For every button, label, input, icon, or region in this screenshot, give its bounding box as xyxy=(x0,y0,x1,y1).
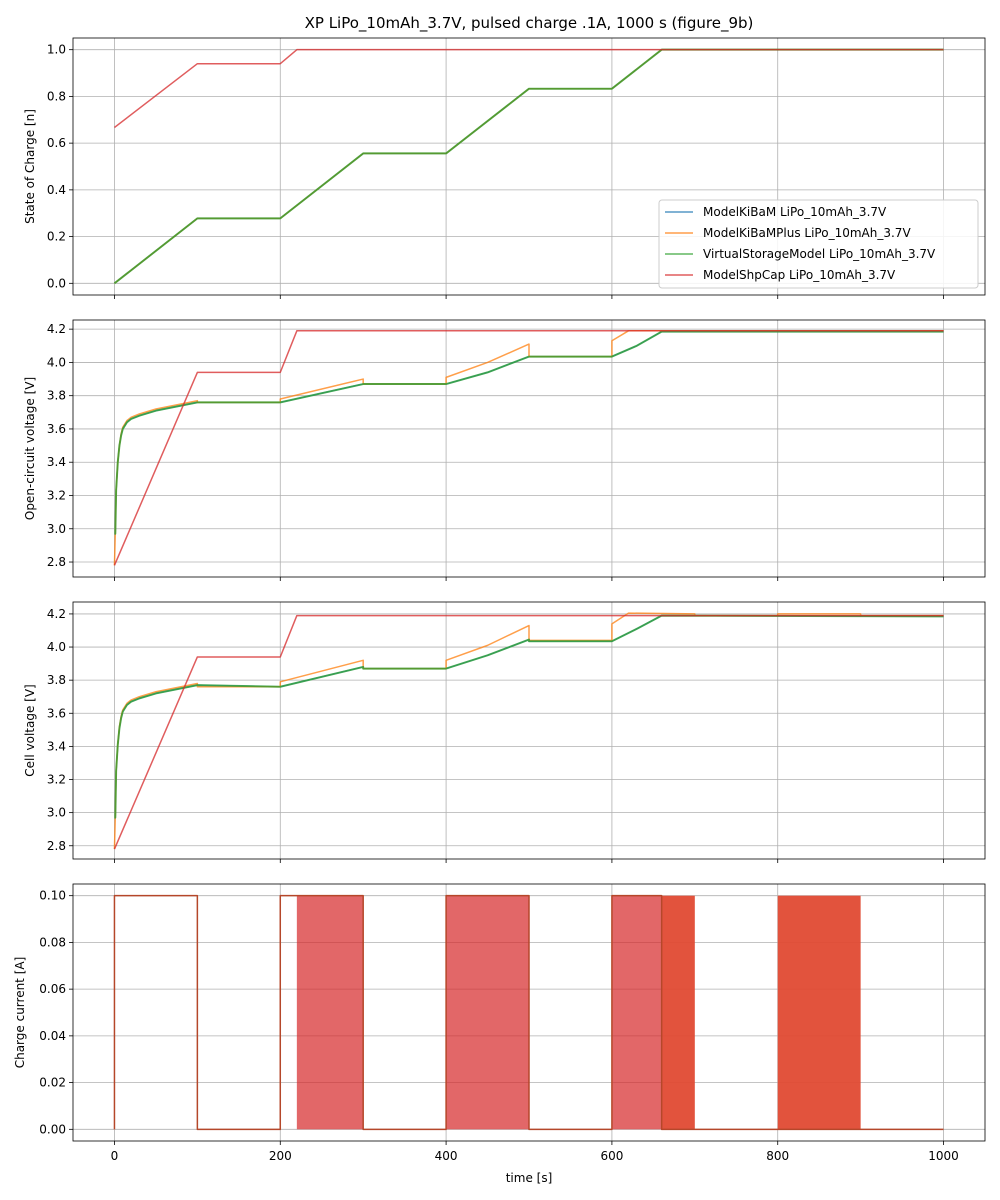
axes-frame xyxy=(72,883,986,1142)
y-tick-label: 0.0 xyxy=(47,276,66,290)
legend-entry: VirtualStorageModel LiPo_10mAh_3.7V xyxy=(703,247,936,261)
series-line-ModelKiBaM xyxy=(114,614,944,819)
legend-entry: ModelKiBaMPlus LiPo_10mAh_3.7V xyxy=(703,226,911,240)
y-axis-label: Cell voltage [V] xyxy=(23,684,37,776)
subplot-4: 0.00 0.02 0.04 0.06 0.08 0.10 Charge current [… xyxy=(13,883,986,1185)
y-tick-label: 4.0 xyxy=(47,640,66,654)
series-line-VirtualStorageModel xyxy=(114,614,944,819)
y-tick-label: 3.2 xyxy=(47,488,66,502)
series-line-ModelShpCap xyxy=(113,614,944,850)
y-tick-label: 4.2 xyxy=(47,607,66,621)
x-tick-label: 400 xyxy=(435,1149,458,1163)
series-line-ModelKiBaMPlus xyxy=(113,612,944,850)
x-axis-label: time [s] xyxy=(506,1171,553,1185)
y-tick-label: 0.8 xyxy=(47,89,66,103)
x-tick-label: 0 xyxy=(111,1149,119,1163)
pulsed-region-bar xyxy=(296,895,364,1130)
y-tick-label: 4.2 xyxy=(47,322,66,336)
y-tick-label: 0.02 xyxy=(39,1076,66,1090)
series-line-ModelShpCap xyxy=(113,330,944,566)
y-tick-label: 2.8 xyxy=(47,555,66,569)
series-line-ModelShpCap xyxy=(113,48,944,129)
y-tick-label: 0.06 xyxy=(39,982,66,996)
legend-entry: ModelShpCap LiPo_10mAh_3.7V xyxy=(703,268,896,282)
series-line-ModelKiBaMPlus xyxy=(113,330,944,566)
y-tick-label: 0.2 xyxy=(47,230,66,244)
y-tick-label: 3.2 xyxy=(47,773,66,787)
x-tick-label: 800 xyxy=(766,1149,789,1163)
series-line-overlap_line xyxy=(113,894,944,1131)
y-tick-label: 0.04 xyxy=(39,1029,66,1043)
y-tick-label: 3.0 xyxy=(47,806,66,820)
y-tick-label: 3.0 xyxy=(47,522,66,536)
y-tick-label: 3.4 xyxy=(47,739,66,753)
series-line-VirtualStorageModel xyxy=(114,330,944,535)
y-tick-label: 2.8 xyxy=(47,839,66,853)
y-axis-label: Charge current [A] xyxy=(13,957,27,1069)
x-tick-label: 600 xyxy=(600,1149,623,1163)
pulsed-region-bar xyxy=(611,895,662,1130)
y-tick-label: 3.8 xyxy=(47,673,66,687)
y-tick-label: 3.6 xyxy=(47,706,66,720)
legend-entry: ModelKiBaM LiPo_10mAh_3.7V xyxy=(703,205,887,219)
y-tick-label: 1.0 xyxy=(47,43,66,57)
y-axis-label: State of Charge [n] xyxy=(23,109,37,224)
pulsed-region-bar xyxy=(661,895,695,1130)
y-tick-label: 0.00 xyxy=(39,1122,66,1136)
chart-title: XP LiPo_10mAh_3.7V, pulsed charge .1A, 1… xyxy=(305,14,754,33)
subplot-1: 0.0 0.2 0.4 0.6 0.8 1.0 State of Charge [n] Mod… xyxy=(23,37,986,299)
y-tick-label: 3.8 xyxy=(47,389,66,403)
y-tick-label: 0.4 xyxy=(47,183,66,197)
y-tick-label: 4.0 xyxy=(47,355,66,369)
y-tick-label: 3.6 xyxy=(47,422,66,436)
subplot-3: 2.8 3.0 3.2 3.4 3.6 3.8 4.0 4.2 Cell voltage [V] xyxy=(23,601,986,863)
y-tick-label: 0.08 xyxy=(39,935,66,949)
series-line-ModelKiBaM xyxy=(114,330,944,535)
axes-frame xyxy=(72,37,986,296)
y-tick-label: 0.6 xyxy=(47,136,66,150)
x-tick-label: 200 xyxy=(269,1149,292,1163)
legend: ModelKiBaM LiPo_10mAh_3.7V ModelKiBaMPlus… xyxy=(658,199,979,289)
y-tick-label: 3.4 xyxy=(47,455,66,469)
pulsed-region-bar xyxy=(777,895,861,1130)
series-line-VirtualStorageModel xyxy=(113,48,944,285)
axes-frame xyxy=(72,319,986,578)
pulsed-region-bar xyxy=(446,895,529,1130)
axes-frame xyxy=(72,601,986,860)
y-axis-label: Open-circuit voltage [V] xyxy=(23,377,37,520)
subplot-2: 2.8 3.0 3.2 3.4 3.6 3.8 4.0 4.2 Open-circuit vol… xyxy=(23,319,986,581)
x-tick-label: 1000 xyxy=(928,1149,959,1163)
y-tick-label: 0.10 xyxy=(39,889,66,903)
legend-box xyxy=(658,199,979,289)
